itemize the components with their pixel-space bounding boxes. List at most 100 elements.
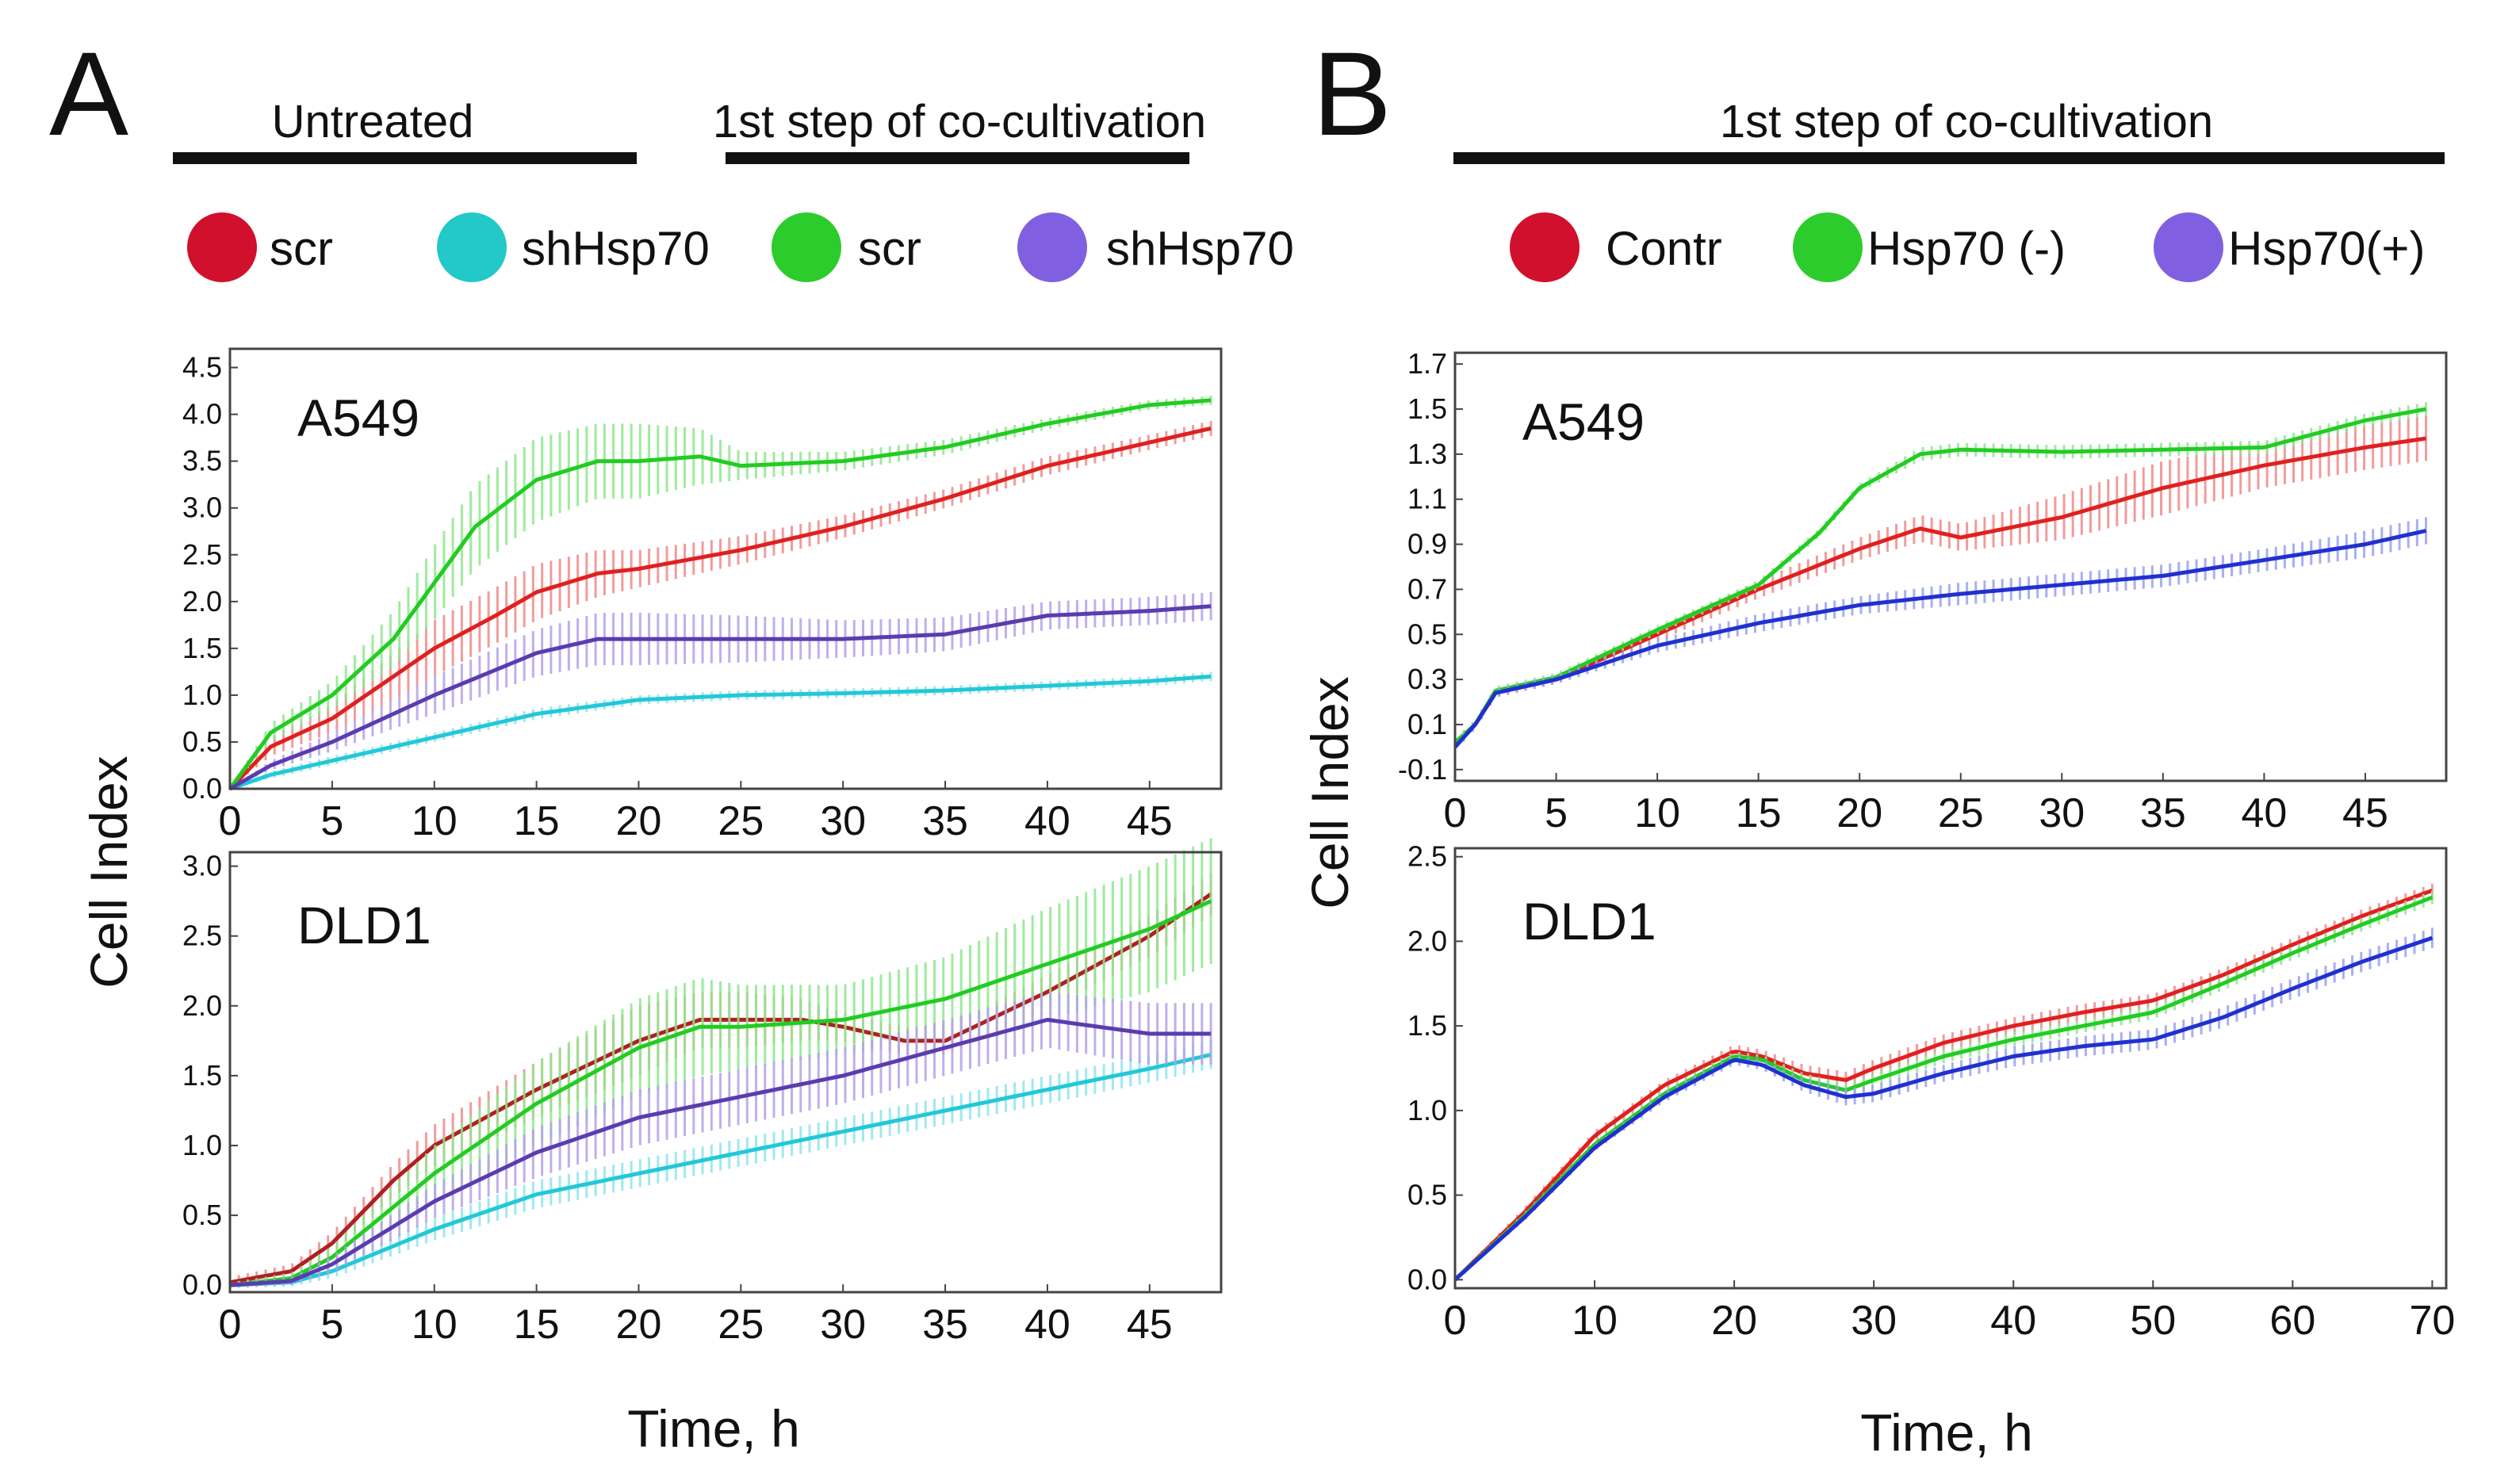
plot-frame — [1453, 351, 2448, 782]
x-tick-label: 40 — [1024, 798, 1070, 844]
legend-marker — [2154, 212, 2223, 282]
legend-marker — [1017, 212, 1087, 282]
plot-frame — [1453, 847, 2448, 1290]
y-tick-label: 1.5 — [182, 1059, 222, 1092]
legend-marker — [187, 212, 257, 282]
y-tick-label: 4.0 — [182, 398, 222, 430]
y-tick-label: 1.0 — [182, 679, 222, 711]
panel-a-legend: scr shHsp70 scr shHsp70 — [187, 212, 1294, 282]
x-tick-label: 30 — [820, 1302, 866, 1348]
panel-b-xlabel: Time, h — [1860, 1403, 2033, 1462]
panel-b-ylabel: Cell Index — [1300, 676, 1359, 909]
x-tick-label: 15 — [514, 1302, 560, 1348]
y-tick-label: 0.0 — [182, 1268, 222, 1301]
y-tick-label: 0.3 — [1407, 663, 1447, 695]
x-tick-label: 25 — [718, 1302, 764, 1348]
series-untreated-scr — [228, 420, 1212, 790]
panel-b-header-bar-cocultivation — [1453, 152, 2445, 164]
y-tick-label: 0.7 — [1407, 572, 1447, 605]
chart-title: A549 — [1522, 392, 1645, 451]
x-tick-label: 10 — [412, 1302, 458, 1348]
x-tick-label: 30 — [820, 798, 866, 844]
panel-a-xlabel: Time, h — [627, 1399, 800, 1458]
x-tick-label: 50 — [2130, 1298, 2176, 1344]
y-tick-label: 0.0 — [1407, 1263, 1447, 1295]
x-tick-label: 10 — [1634, 790, 1680, 836]
series-hsp70- — [1453, 928, 2434, 1282]
y-tick-label: 2.5 — [182, 920, 222, 952]
y-tick-label: 4.5 — [182, 351, 222, 384]
x-tick-label: 5 — [1545, 790, 1568, 836]
x-tick-label: 45 — [1127, 1302, 1173, 1348]
legend-marker — [1793, 212, 1863, 282]
series-line — [1453, 895, 2434, 1282]
y-tick-label: 2.0 — [182, 989, 222, 1022]
x-tick-label: 35 — [922, 798, 968, 844]
y-tick-label: 2.5 — [182, 538, 222, 571]
series-line — [1453, 889, 2434, 1282]
series-co-cultivation-scr — [228, 838, 1212, 1288]
series-co-cultivation-scr — [228, 396, 1212, 790]
panel-b: B 1st step of co-cultivation Contr Hsp70… — [1300, 27, 2445, 1462]
x-tick-label: 40 — [1024, 1302, 1070, 1348]
panel-b-legend: Contr Hsp70 (-) Hsp70(+) — [1510, 212, 2425, 282]
y-tick-label: 1.7 — [1407, 347, 1447, 380]
legend-marker — [772, 212, 841, 282]
y-tick-label: 0.5 — [1407, 1179, 1447, 1211]
legend-label: scr — [858, 222, 921, 275]
x-tick-label: 20 — [1711, 1298, 1757, 1344]
series-line — [228, 604, 1212, 791]
x-tick-label: 30 — [1851, 1298, 1897, 1344]
legend-label: Hsp70(+) — [2228, 222, 2425, 275]
y-tick-label: -0.1 — [1398, 753, 1447, 786]
chart-a-a549: 0.0 0.5 1.0 1.5 2.0 2.5 3.0 3.5 4.0 4.5 0 5 10 15 20 25… — [182, 347, 1223, 844]
x-tick-label: 5 — [320, 1302, 343, 1348]
y-tick-label: 3.5 — [182, 445, 222, 477]
x-tick-label: 45 — [2342, 790, 2388, 836]
x-tick-label: 0 — [1444, 1298, 1467, 1344]
plot-frame — [228, 851, 1223, 1294]
series-contr — [1453, 415, 2427, 748]
x-tick-label: 20 — [616, 1302, 662, 1348]
y-tick-label: 3.0 — [182, 850, 222, 882]
legend-label: Hsp70 (-) — [1867, 222, 2066, 275]
panel-b-header-cocultivation: 1st step of co-cultivation — [1720, 96, 2213, 147]
plot-frame — [228, 347, 1223, 790]
y-tick-label: 0.9 — [1407, 528, 1447, 560]
chart-title: A549 — [297, 388, 419, 447]
series-line — [229, 1017, 1212, 1287]
panel-a-letter: A — [49, 27, 128, 160]
x-tick-label: 0 — [219, 1302, 242, 1348]
y-tick-label: 1.5 — [1407, 1009, 1447, 1042]
legend-marker — [437, 212, 507, 282]
series-line — [229, 1053, 1212, 1287]
x-tick-label: 60 — [2269, 1298, 2315, 1344]
series-line — [1453, 935, 2434, 1282]
y-tick-label: 2.0 — [182, 585, 222, 618]
x-tick-label: 0 — [219, 798, 242, 844]
chart-b-dld1: 0.0 0.5 1.0 1.5 2.0 2.5 0 10 20 30 40 50 60 70 DLD1 — [1407, 840, 2455, 1344]
y-tick-label: 0.5 — [1407, 618, 1447, 650]
y-tick-label: 1.0 — [1407, 1094, 1447, 1126]
x-tick-label: 10 — [412, 798, 458, 844]
y-tick-label: 1.1 — [1407, 483, 1447, 515]
legend-marker — [1510, 212, 1580, 282]
series-co-cultivation-shhsp70 — [228, 992, 1212, 1288]
x-tick-label: 35 — [922, 1302, 968, 1348]
y-tick-label: 0.1 — [1407, 708, 1447, 740]
chart-b-a549: -0.1 0.1 0.3 0.5 0.7 0.9 1.1 1.3 1.5 1.7 0 5 10 15 20 2… — [1398, 347, 2448, 836]
series-line — [1453, 436, 2426, 744]
x-tick-label: 20 — [616, 798, 662, 844]
y-tick-label: 1.5 — [1407, 392, 1447, 425]
chart-title: DLD1 — [1522, 892, 1656, 950]
x-tick-label: 40 — [1990, 1298, 2036, 1344]
panel-a-header-bar-cocultivation — [726, 152, 1189, 164]
x-tick-label: 0 — [1444, 790, 1467, 836]
series-line — [228, 398, 1212, 790]
y-tick-label: 0.5 — [182, 725, 222, 758]
series-line — [229, 674, 1212, 791]
x-tick-label: 15 — [514, 798, 560, 844]
series-line — [229, 899, 1212, 1287]
series-line — [1453, 529, 2427, 749]
